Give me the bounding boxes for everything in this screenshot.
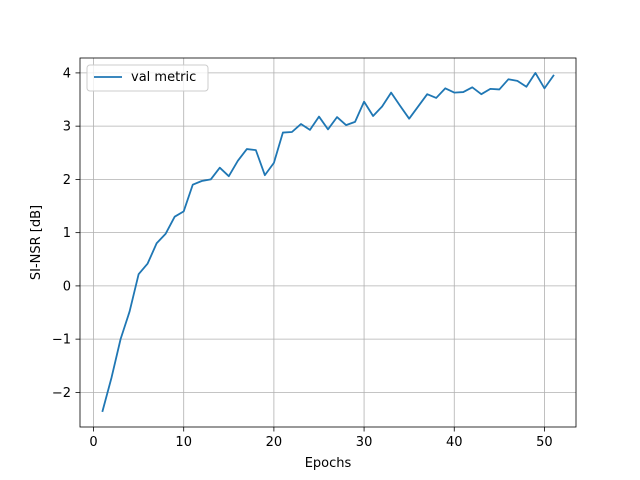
plot-area-background <box>80 58 576 427</box>
x-tick-label: 10 <box>175 435 192 450</box>
data-point <box>318 116 320 118</box>
data-point <box>201 180 203 182</box>
x-tick-label: 0 <box>89 435 97 450</box>
data-point <box>444 87 446 89</box>
y-tick-label: 3 <box>63 120 71 135</box>
data-point <box>246 148 248 150</box>
data-point <box>399 105 401 107</box>
data-point <box>174 216 176 218</box>
data-point <box>291 131 293 133</box>
y-tick-label: −1 <box>52 333 71 348</box>
data-point <box>507 78 509 80</box>
data-point <box>354 121 356 123</box>
x-axis-label: Epochs <box>305 456 352 471</box>
data-point <box>309 129 311 131</box>
data-point <box>147 263 149 265</box>
data-point <box>237 160 239 162</box>
series-layer <box>101 72 555 413</box>
data-point <box>327 128 329 130</box>
legend-label: val metric <box>131 70 196 85</box>
data-point <box>192 184 194 186</box>
legend: val metric <box>86 64 209 92</box>
x-tick-label: 20 <box>266 435 283 450</box>
data-point <box>273 162 275 164</box>
data-point <box>219 167 221 169</box>
data-point <box>408 118 410 120</box>
y-tick-label: 1 <box>63 226 71 241</box>
data-point <box>526 86 528 88</box>
data-point <box>183 210 185 212</box>
data-point <box>462 91 464 93</box>
data-point <box>111 377 113 379</box>
series-line-0 <box>101 72 555 413</box>
data-point <box>553 75 555 77</box>
data-point <box>300 123 302 125</box>
y-tick-label: 2 <box>63 173 71 188</box>
y-tick-label: −2 <box>52 386 71 401</box>
x-axis: 0 10 20 30 40 50 <box>89 427 553 450</box>
data-point <box>210 179 212 181</box>
data-point <box>390 92 392 94</box>
data-point <box>480 93 482 95</box>
data-point <box>516 80 518 82</box>
data-point <box>498 89 500 91</box>
data-point <box>363 101 365 103</box>
data-point <box>372 115 374 117</box>
data-point <box>102 410 104 412</box>
data-point <box>426 93 428 95</box>
data-point <box>264 174 266 176</box>
data-point <box>282 132 284 134</box>
data-point <box>156 242 158 244</box>
y-tick-label: 0 <box>63 279 71 294</box>
y-axis: −2 −1 0 1 2 3 4 <box>52 66 80 401</box>
data-point <box>535 72 537 74</box>
y-tick-label: 4 <box>63 66 71 81</box>
x-tick-label: 30 <box>356 435 373 450</box>
data-point <box>544 87 546 89</box>
x-tick-label: 40 <box>446 435 463 450</box>
legend-box <box>86 64 209 92</box>
data-point <box>471 86 473 88</box>
grid <box>80 58 576 427</box>
data-point <box>453 92 455 94</box>
data-point <box>120 338 122 340</box>
data-point <box>255 149 257 151</box>
data-point <box>489 88 491 90</box>
data-point <box>165 233 167 235</box>
data-point <box>336 116 338 118</box>
data-point <box>129 311 131 313</box>
data-point <box>228 175 230 177</box>
data-point <box>345 124 347 126</box>
x-tick-label: 50 <box>536 435 553 450</box>
data-point <box>381 106 383 108</box>
data-point <box>138 273 140 275</box>
data-point <box>435 97 437 99</box>
plot-frame <box>79 57 577 428</box>
data-point <box>417 106 419 108</box>
y-axis-label: SI-NSR [dB] <box>29 205 44 280</box>
